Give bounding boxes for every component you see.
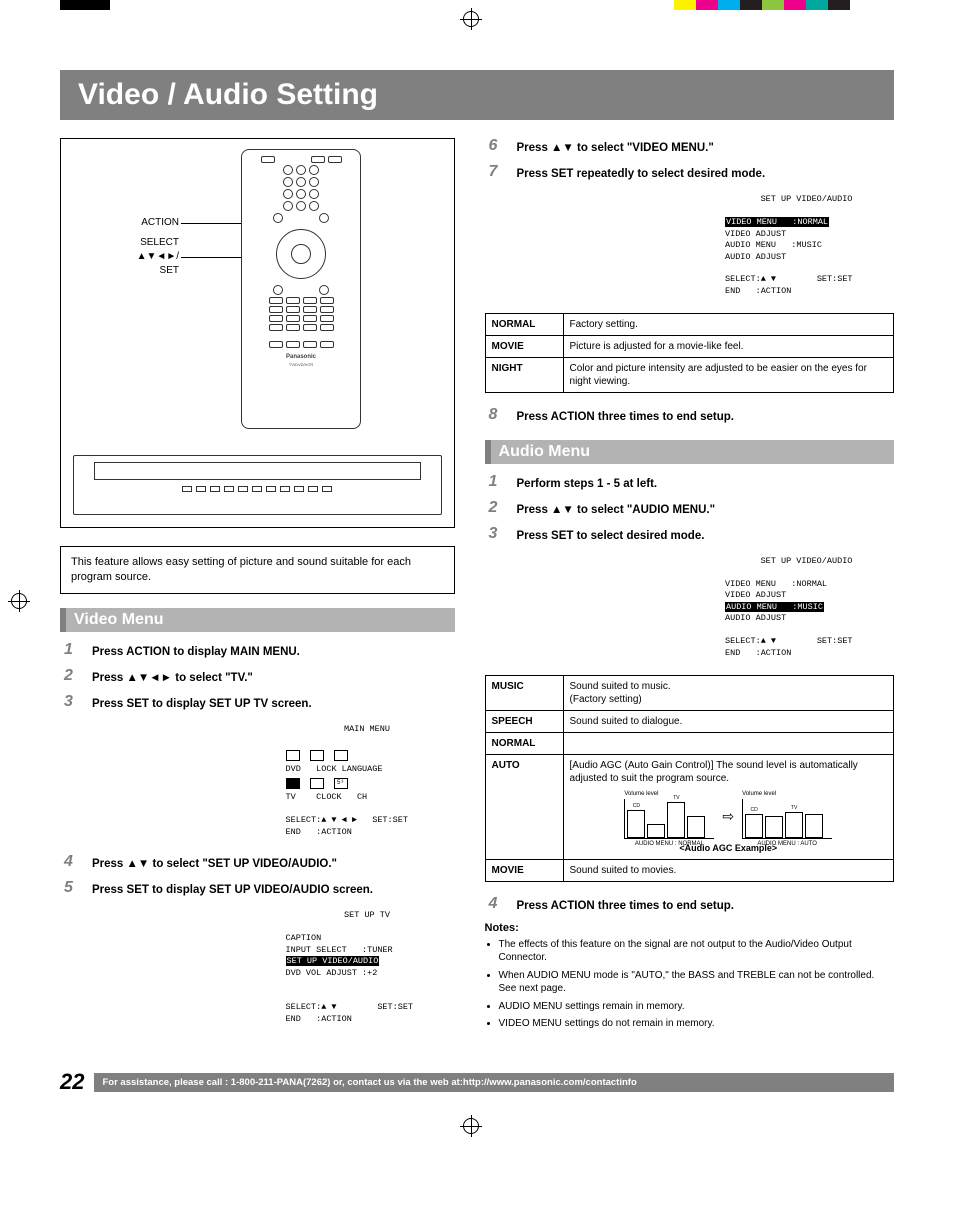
video-step-3: Press SET to display SET UP TV screen. bbox=[92, 694, 312, 712]
video-mode-table: NORMALFactory setting. MOVIEPicture is a… bbox=[485, 313, 894, 393]
manual-page: Video / Audio Setting ACTION SELECT ▲▼◄►… bbox=[0, 0, 954, 1145]
registration-mark-left bbox=[8, 590, 30, 612]
video-step-1: Press ACTION to display MAIN MENU. bbox=[92, 642, 300, 660]
video-step-4: Press ▲▼ to select "SET UP VIDEO/AUDIO." bbox=[92, 854, 337, 872]
print-mark-black bbox=[60, 0, 110, 10]
remote-control: Panasonic TV/DVD/VCR bbox=[241, 149, 361, 429]
footer-assistance: For assistance, please call : 1-800-211-… bbox=[94, 1073, 894, 1092]
page-number: 22 bbox=[60, 1069, 84, 1095]
notes-heading: Notes: bbox=[485, 922, 894, 934]
registration-mark-bottom bbox=[460, 1115, 482, 1137]
agc-diagram: Volume level CDTV AUDIO MENU : NORMAL ⇨ … bbox=[570, 791, 887, 841]
audio-menu-heading: Audio Menu bbox=[485, 440, 894, 464]
audio-step-2: Press ▲▼ to select "AUDIO MENU." bbox=[517, 500, 716, 518]
video-menu-heading: Video Menu bbox=[60, 608, 455, 632]
osd-setup-tv: SET UP TV CAPTION INPUT SELECT :TUNER SE… bbox=[280, 906, 455, 1029]
device-illustration: ACTION SELECT ▲▼◄►/ SET bbox=[60, 138, 455, 528]
osd-video-audio-2: SET UP VIDEO/AUDIO VIDEO MENU :NORMAL VI… bbox=[719, 552, 894, 663]
osd-video-audio-1: SET UP VIDEO/AUDIO VIDEO MENU :NORMAL VI… bbox=[719, 190, 894, 301]
page-title: Video / Audio Setting bbox=[60, 70, 894, 120]
video-step-2: Press ▲▼◄► to select "TV." bbox=[92, 668, 253, 686]
audio-step-3: Press SET to select desired mode. bbox=[517, 526, 705, 544]
label-select: SELECT bbox=[89, 237, 179, 248]
video-step-5: Press SET to display SET UP VIDEO/AUDIO … bbox=[92, 880, 373, 898]
remote-model: TV/DVD/VCR bbox=[248, 362, 354, 367]
video-step-7: Press SET repeatedly to select desired m… bbox=[517, 164, 766, 182]
auto-desc: [Audio AGC (Auto Gain Control)] The soun… bbox=[570, 759, 887, 785]
audio-step-1: Perform steps 1 - 5 at left. bbox=[517, 474, 658, 492]
registration-mark-top bbox=[460, 8, 482, 30]
print-color-bar bbox=[652, 0, 894, 10]
audio-step-4: Press ACTION three times to end setup. bbox=[517, 896, 734, 914]
video-step-8: Press ACTION three times to end setup. bbox=[517, 407, 734, 425]
intro-text: This feature allows easy setting of pict… bbox=[60, 546, 455, 594]
audio-mode-table: MUSICSound suited to music. (Factory set… bbox=[485, 675, 894, 882]
notes-list: The effects of this feature on the signa… bbox=[485, 938, 894, 1031]
vcr-unit bbox=[73, 455, 442, 515]
osd-main-menu: MAIN MENU DVD LOCK LANGUAGE 5³TV CLOCK C… bbox=[280, 720, 455, 842]
label-arrows: ▲▼◄►/ bbox=[89, 251, 179, 262]
remote-brand: Panasonic bbox=[248, 354, 354, 360]
label-action: ACTION bbox=[89, 217, 179, 228]
video-step-6: Press ▲▼ to select "VIDEO MENU." bbox=[517, 138, 714, 156]
label-set: SET bbox=[89, 265, 179, 276]
